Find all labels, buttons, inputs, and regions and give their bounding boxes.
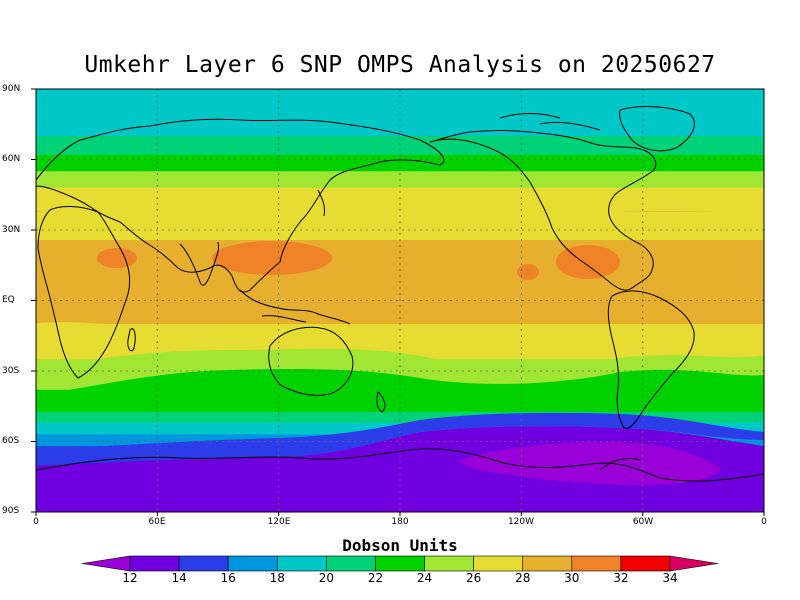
high-ozone-cell-central-america xyxy=(556,245,620,279)
colorbar-label-24: 24 xyxy=(416,571,433,585)
colorbar-label-20: 20 xyxy=(318,571,334,585)
ozone-band-2 xyxy=(36,154,764,172)
lon-label-60e: 60E xyxy=(148,517,166,527)
colorbar-label-32: 32 xyxy=(613,571,629,585)
lon-label-0-east: 0 xyxy=(761,517,767,527)
colorbar-segment-2 xyxy=(227,555,278,572)
colorbar-right-arrow xyxy=(669,555,719,572)
lon-label-180: 180 xyxy=(391,517,409,527)
colorbar-title: Dobson Units xyxy=(342,536,458,555)
lon-label-0-west: 0 xyxy=(33,517,39,527)
lat-label-60n: 60N xyxy=(2,154,21,164)
colorbar-label-26: 26 xyxy=(465,571,482,585)
graticule xyxy=(36,89,764,512)
coastlines xyxy=(36,106,764,482)
colorbar-label-14: 14 xyxy=(171,571,187,585)
lat-label-30n: 30N xyxy=(2,225,21,235)
colorbar-label-30: 30 xyxy=(564,571,580,585)
colorbar-label-22: 22 xyxy=(367,571,384,585)
ozone-band-1 xyxy=(36,136,764,156)
colorbar-segment-3 xyxy=(276,555,327,572)
tick-marks xyxy=(31,88,765,516)
colorbar-label-28: 28 xyxy=(515,571,531,585)
colorbar-segment-1 xyxy=(178,555,229,572)
colorbar-left-arrow xyxy=(81,555,131,572)
lon-label-60w: 60W xyxy=(632,517,654,527)
high-ozone-cell-arabia xyxy=(97,248,137,268)
high-ozone-cell-pacific xyxy=(517,264,539,280)
colorbar xyxy=(81,555,719,572)
lat-label-eq: EQ xyxy=(2,295,15,305)
colorbar-label-18: 18 xyxy=(269,571,285,585)
map-title: Umkehr Layer 6 SNP OMPS Analysis on 2025… xyxy=(84,52,716,78)
lat-label-60s: 60S xyxy=(2,436,20,446)
colorbar-label-34: 34 xyxy=(662,571,678,585)
lat-label-90s: 90S xyxy=(2,506,20,516)
lat-label-30s: 30S xyxy=(2,366,20,376)
contour-south-blue-wave xyxy=(36,412,764,466)
colorbar-segment-6 xyxy=(424,555,474,572)
lon-label-120w: 120W xyxy=(507,517,535,527)
lat-label-90n: 90N xyxy=(2,84,21,94)
colorbar-segment-10 xyxy=(620,555,671,572)
colorbar-segment-9 xyxy=(571,555,622,572)
low-ozone-cell-south xyxy=(459,441,720,485)
colorbar-segment-4 xyxy=(326,555,376,572)
contour-south-yellow-wave xyxy=(36,322,764,352)
colorbar-segment-5 xyxy=(375,555,425,572)
colorbar-label-16: 16 xyxy=(220,571,236,585)
colorbar-segment-8 xyxy=(522,555,573,572)
lon-label-120e: 120E xyxy=(267,517,291,527)
colorbar-label-12: 12 xyxy=(122,571,138,585)
high-ozone-cell-asia xyxy=(212,241,332,275)
colorbar-segment-0 xyxy=(129,555,180,572)
colorbar-segment-7 xyxy=(473,555,524,572)
